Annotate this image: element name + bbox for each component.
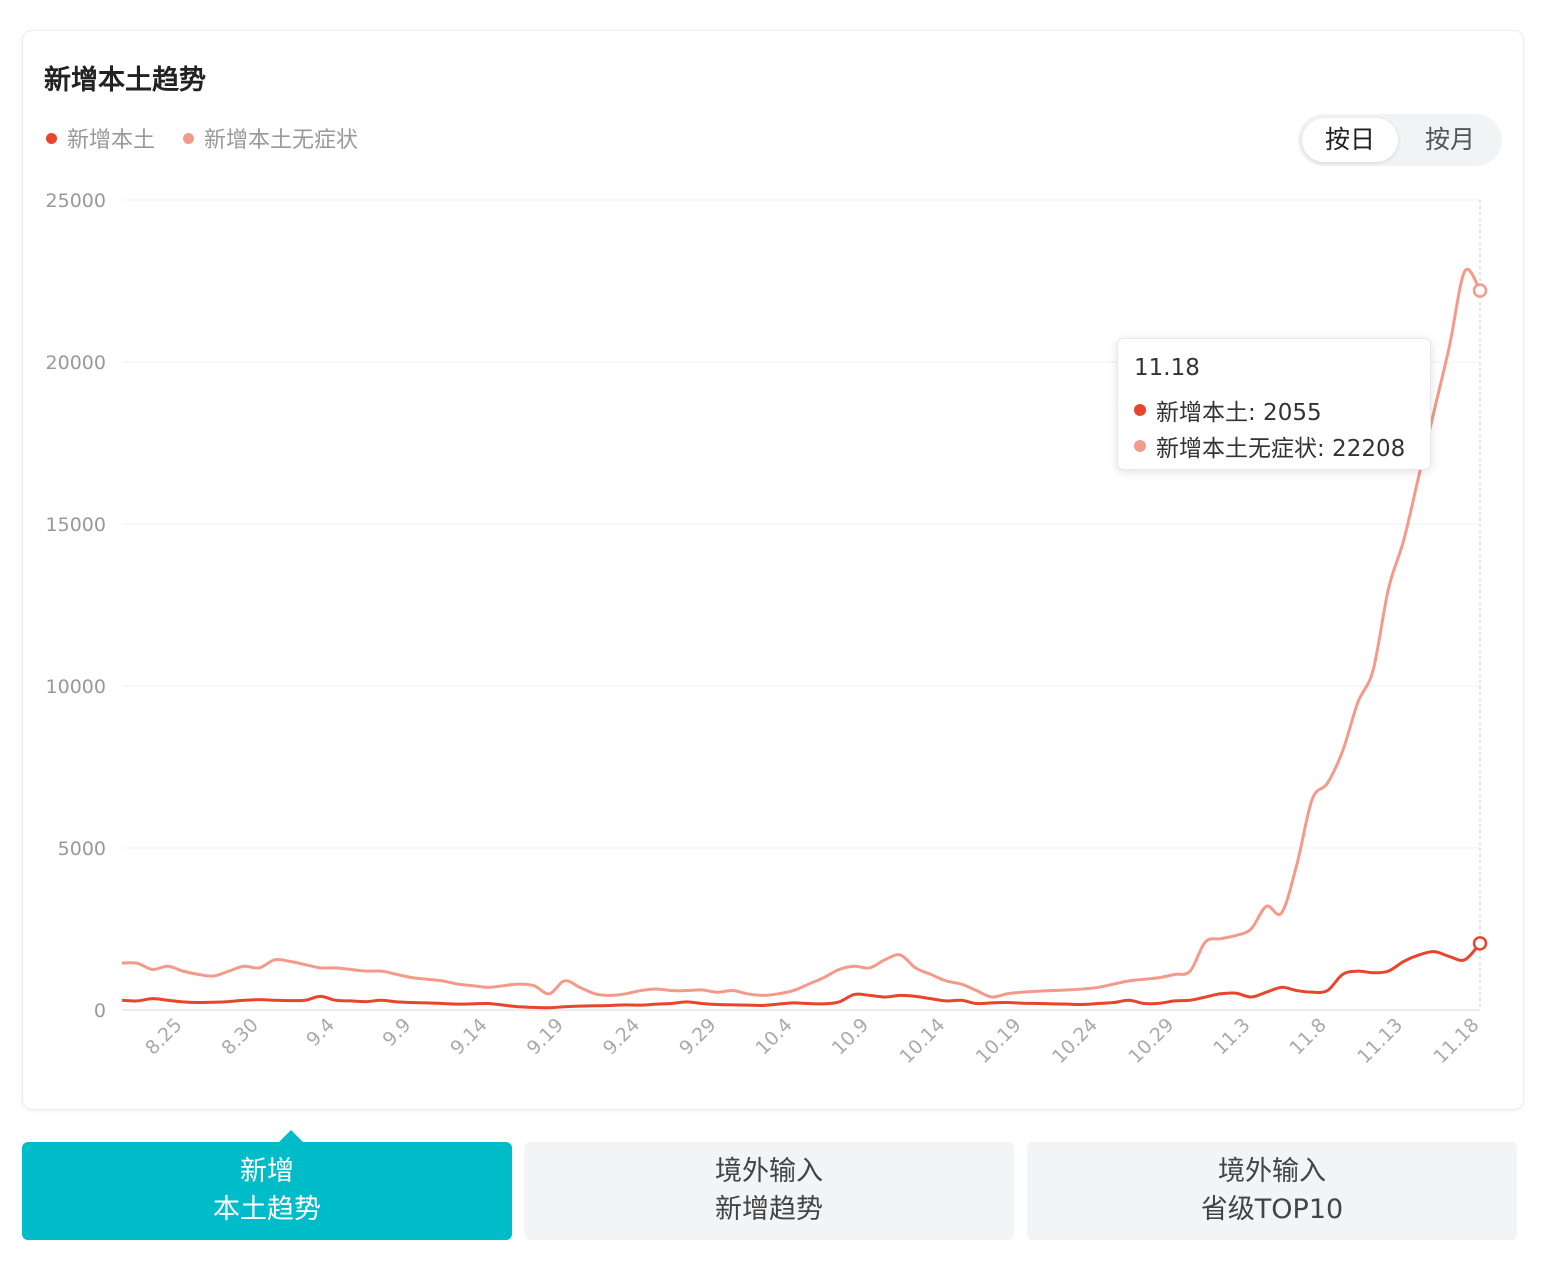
chart-card	[22, 30, 1524, 1110]
x-tick-label: 11.13	[1353, 1014, 1407, 1068]
x-tick-label: 9.19	[523, 1014, 568, 1059]
x-tick-label: 9.9	[379, 1014, 416, 1051]
x-tick-label: 10.24	[1048, 1014, 1102, 1068]
tab-imported-top10-line2: 省级TOP10	[1200, 1194, 1344, 1225]
tab-imported-top10-line1: 境外输入	[1218, 1156, 1326, 1187]
tooltip-row-local: 新增本土: 2055	[1134, 393, 1322, 427]
chart-legend: 新增本土 新增本土无症状	[46, 122, 386, 154]
legend-label-asymptomatic: 新增本土无症状	[204, 128, 359, 153]
series-marker-asymptomatic	[1472, 283, 1488, 298]
x-tick-label: 8.25	[141, 1014, 186, 1059]
tab-active-indicator	[279, 1130, 303, 1142]
x-tick-label: 10.29	[1124, 1014, 1178, 1068]
bottom-tabs: 新增 本土趋势 境外输入 新增趋势 境外输入 省级TOP10	[22, 1130, 1518, 1240]
tab-imported-top10[interactable]: 境外输入 省级TOP10	[1027, 1142, 1517, 1240]
series-marker-local	[1472, 936, 1488, 951]
tooltip-dot-local-icon	[1134, 404, 1146, 416]
tab-imported-trend-line1: 境外输入	[715, 1156, 823, 1187]
page-title: 新增本土趋势	[44, 65, 206, 96]
x-tick-label: 10.14	[895, 1014, 949, 1068]
x-tick-label: 9.29	[675, 1014, 720, 1059]
y-tick-label: 5000	[58, 838, 106, 860]
y-tick-label: 15000	[46, 514, 106, 536]
tab-local-trend-line2: 本土趋势	[213, 1194, 321, 1225]
legend-item-asymptomatic[interactable]: 新增本土无症状	[183, 122, 358, 154]
tooltip-value-local: 新增本土: 2055	[1156, 400, 1322, 426]
x-tick-label: 9.4	[302, 1014, 339, 1051]
tooltip-dot-asymptomatic-icon	[1134, 440, 1146, 452]
x-tick-label: 10.19	[972, 1014, 1026, 1068]
y-tick-label: 0	[94, 1000, 106, 1022]
tooltip-date: 11.18	[1134, 355, 1200, 381]
legend-dot-asymptomatic-icon	[183, 132, 195, 144]
legend-label-local: 新增本土	[67, 128, 156, 153]
tab-local-trend-line1: 新增	[240, 1156, 294, 1187]
line-chart: 0 5000 10000 15000 20000 25000 8.25 8.30 9.4 9.9 9…	[46, 190, 1488, 1068]
y-tick-label: 25000	[46, 190, 106, 212]
toggle-month-button[interactable]: 按月	[1424, 125, 1475, 154]
period-toggle: 按日 按月	[1298, 114, 1502, 166]
x-tick-label: 10.9	[828, 1014, 873, 1059]
x-tick-label: 11.8	[1285, 1014, 1330, 1059]
legend-item-local[interactable]: 新增本土	[46, 122, 155, 154]
tab-imported-trend[interactable]: 境外输入 新增趋势	[524, 1142, 1014, 1240]
series-line-local	[121, 942, 1482, 1010]
series-line-asymptomatic	[121, 267, 1482, 999]
tab-local-trend[interactable]: 新增 本土趋势	[22, 1130, 512, 1240]
x-tick-label: 9.24	[599, 1014, 644, 1059]
tab-imported-trend-line2: 新增趋势	[715, 1194, 823, 1225]
x-tick-label: 9.14	[446, 1014, 491, 1059]
chart-tooltip: 11.18 新增本土: 2055 新增本土无症状: 22208	[1117, 338, 1431, 470]
tooltip-value-asymptomatic: 新增本土无症状: 22208	[1156, 436, 1406, 462]
legend-dot-local-icon	[46, 132, 57, 144]
x-tick-label: 11.18	[1430, 1014, 1484, 1068]
y-tick-label: 10000	[46, 676, 106, 698]
x-tick-label: 11.3	[1209, 1014, 1254, 1059]
toggle-day-button[interactable]: 按日	[1302, 118, 1398, 162]
x-tick-label: 8.30	[217, 1014, 262, 1059]
y-tick-label: 20000	[46, 352, 106, 374]
x-tick-label: 10.4	[751, 1014, 796, 1059]
tooltip-row-asymptomatic: 新增本土无症状: 22208	[1134, 429, 1405, 463]
